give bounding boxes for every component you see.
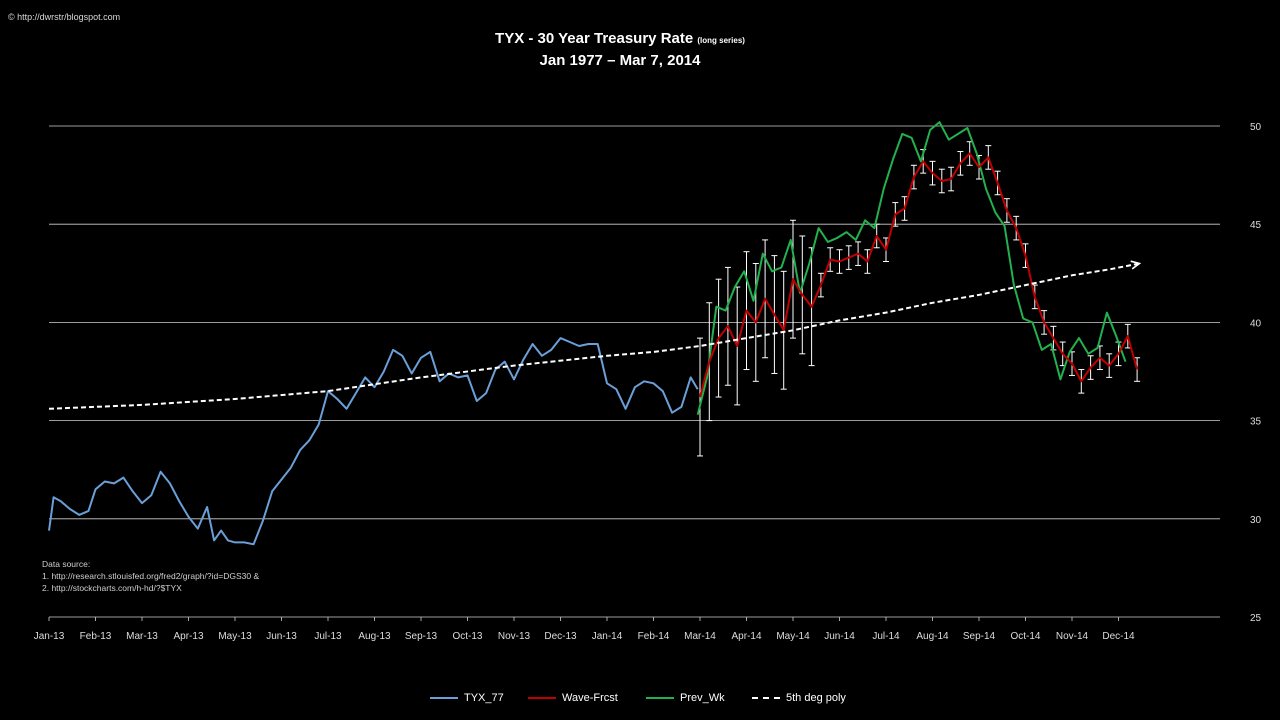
x-tick-label: Oct-13 [452, 631, 482, 642]
x-tick-label: Nov-14 [1056, 631, 1089, 642]
series-line-wave-frcst [699, 152, 1139, 398]
legend-swatch-tyx [430, 697, 458, 699]
x-tick-label: Jun-13 [266, 631, 297, 642]
source-line: 1. http://research.stlouisfed.org/fred2/… [42, 571, 260, 581]
x-tick-label: Apr-14 [731, 631, 761, 642]
x-tick-label: Jul-13 [314, 631, 342, 642]
legend-swatch-prev [646, 697, 674, 699]
x-tick-label: May-14 [776, 631, 810, 642]
x-tick-label: Jun-14 [824, 631, 855, 642]
series-line-prev-wk [696, 121, 1127, 415]
x-tick-label: Apr-13 [173, 631, 203, 642]
x-tick-label: Nov-13 [498, 631, 531, 642]
x-tick-label: Jul-14 [872, 631, 900, 642]
chart-subtitle: Jan 1977 – Mar 7, 2014 [539, 52, 701, 69]
x-tick-label: Aug-13 [358, 631, 391, 642]
y-tick-label: 40 [1250, 318, 1262, 329]
series-line-tyx [48, 337, 699, 546]
legend-swatch-wave [528, 697, 556, 699]
x-tick-label: Feb-14 [638, 631, 670, 642]
source-line: Data source: [42, 559, 91, 569]
legend-item-wave: Wave-Frcst [528, 692, 618, 704]
legend-label-poly: 5th deg poly [786, 692, 846, 704]
y-tick-label: 50 [1250, 122, 1262, 133]
source-line: 2. http://stockcharts.com/h-hd/?$TYX [42, 583, 182, 593]
x-tick-label: Mar-13 [126, 631, 158, 642]
chart-title: TYX - 30 Year Treasury Rate (long series… [0, 30, 1240, 47]
y-tick-label: 35 [1250, 417, 1262, 428]
x-tick-label: Sep-14 [963, 631, 996, 642]
y-tick-label: 25 [1250, 613, 1262, 624]
x-tick-label: May-13 [218, 631, 252, 642]
y-tick-label: 30 [1250, 515, 1262, 526]
chart-title-note: (long series) [697, 36, 745, 45]
legend-item-prev: Prev_Wk [646, 692, 725, 704]
credit-text: © http://dwrstr/blogspot.com [8, 12, 121, 22]
x-tick-label: Dec-13 [544, 631, 577, 642]
x-tick-label: Oct-14 [1010, 631, 1040, 642]
x-tick-label: Aug-14 [916, 631, 949, 642]
y-tick-label: 45 [1250, 220, 1262, 231]
legend: TYX_77 Wave-Frcst Prev_Wk 5th deg poly [0, 692, 1280, 708]
series-line-5th-deg-poly [48, 262, 1140, 410]
x-tick-label: Sep-13 [405, 631, 438, 642]
legend-swatch-poly [752, 697, 780, 699]
x-tick-label: Jan-13 [34, 631, 65, 642]
x-tick-label: Mar-14 [684, 631, 716, 642]
x-tick-label: Feb-13 [80, 631, 112, 642]
legend-label-wave: Wave-Frcst [562, 692, 618, 704]
chart-title-main: TYX - 30 Year Treasury Rate [495, 30, 694, 47]
x-tick-label: Jan-14 [592, 631, 623, 642]
legend-item-tyx: TYX_77 [430, 692, 504, 704]
legend-item-poly: 5th deg poly [752, 692, 846, 704]
trend-arrowhead [1130, 260, 1142, 270]
x-tick-label: Dec-14 [1102, 631, 1135, 642]
legend-label-tyx: TYX_77 [464, 692, 504, 704]
data-source-note: Data source: 1. http://research.stlouisf… [42, 558, 259, 594]
legend-label-prev: Prev_Wk [680, 692, 725, 704]
